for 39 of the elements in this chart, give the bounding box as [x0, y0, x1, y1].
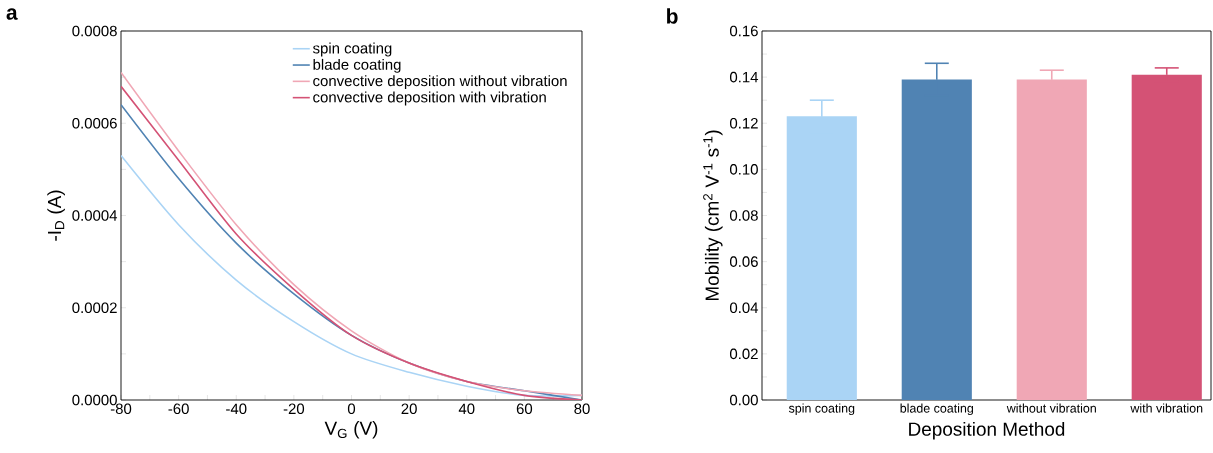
chart-title: a	[6, 8, 18, 20]
x-tick-label: 80	[574, 403, 590, 415]
y-tick-label: 0.12	[729, 117, 758, 129]
x-tick-label: without vibration	[1006, 403, 1096, 413]
x-tick-label: spin coating	[788, 403, 855, 416]
legend-label: spin coating	[312, 42, 392, 57]
x-tick-label: blade coating	[900, 403, 973, 416]
y-tick-label: 0.08	[729, 210, 758, 221]
y-tick-label: 0.10	[729, 164, 758, 175]
x-tick-label: -40	[226, 403, 247, 415]
x-tick-label: 40	[458, 403, 475, 415]
y-tick-label: 0.0006	[72, 117, 117, 129]
x-tick-label: 20	[401, 403, 417, 415]
y-tick-label: 0.0008	[72, 25, 117, 37]
legend-label: convective deposition without vibration	[313, 75, 567, 90]
x-tick-label: 60	[516, 403, 533, 415]
y-tick-label: 0.02	[729, 348, 758, 360]
bar	[1131, 74, 1202, 400]
y-tick-label: 0.06	[729, 256, 758, 267]
y-axis-title: Mobility (cm$^{2}$ V$^{-1}$ s$^{-1}$)	[703, 130, 723, 301]
x-tick-label: with vibration	[1130, 403, 1203, 413]
y-tick-label: 0.0002	[72, 302, 117, 314]
bar	[901, 79, 972, 400]
x-axis-title: Deposition Method	[909, 421, 1065, 440]
x-tick-label: -60	[168, 403, 189, 415]
y-axis-title: -I$_{D}$ (A)	[47, 190, 65, 241]
y-tick-label: 0.04	[729, 302, 759, 314]
legend-label: blade coating	[313, 58, 401, 73]
x-tick-label: -20	[283, 403, 305, 415]
x-tick-label: 0	[347, 403, 356, 415]
bar	[1016, 79, 1087, 400]
bar	[786, 116, 857, 400]
chart-title: b	[667, 8, 678, 24]
legend-label: convective deposition with vibration	[313, 91, 546, 106]
y-tick-label: 0.00	[729, 394, 758, 406]
y-tick-label: 0.16	[729, 25, 758, 37]
x-axis-title: V$_{G}$ (V)	[324, 420, 378, 439]
y-tick-label: 0.14	[729, 71, 759, 83]
y-tick-label: 0.0004	[72, 210, 118, 221]
